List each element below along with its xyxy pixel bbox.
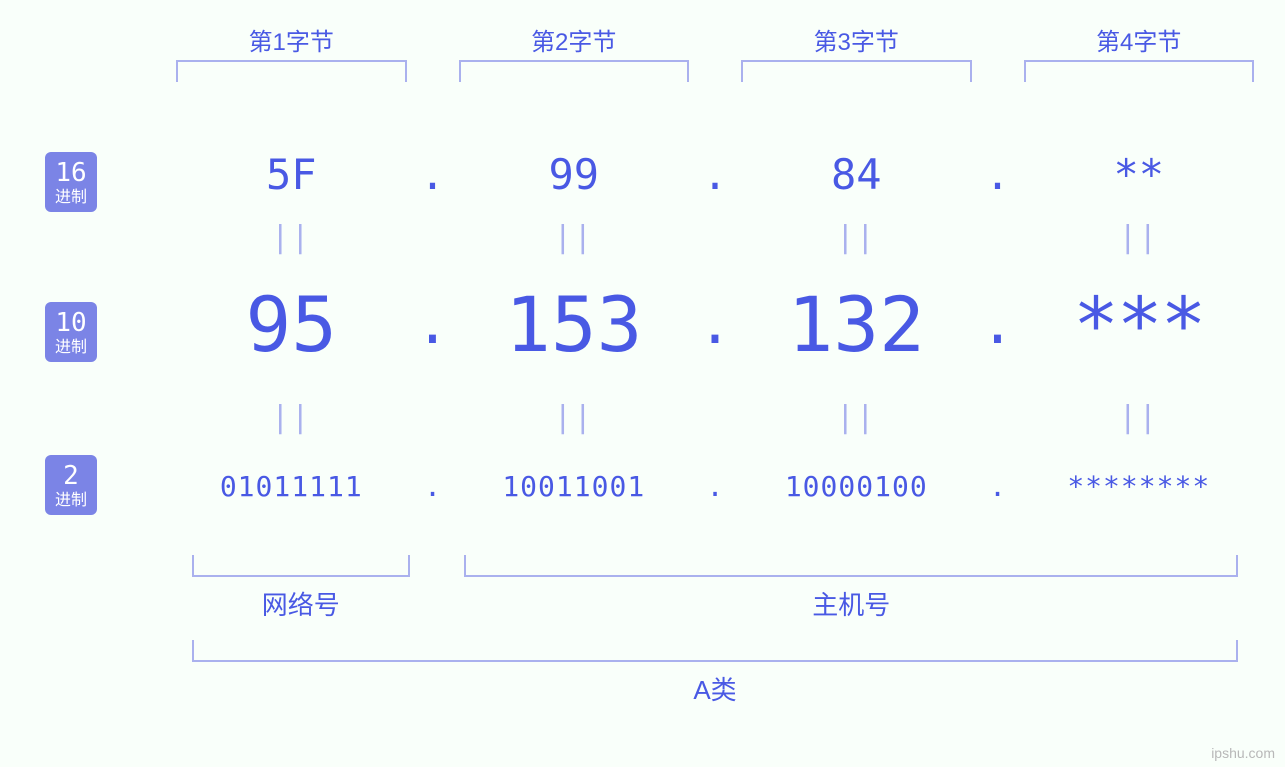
byte-label-1: 第1字节 [170, 22, 413, 57]
badge-bin-number: 2 [63, 462, 79, 491]
byte-label-4: 第4字节 [1018, 22, 1261, 57]
watermark: ipshu.com [1211, 745, 1275, 761]
dot-separator: . [695, 292, 735, 357]
dot-separator: . [413, 150, 453, 199]
dec-octet-3: 132 [735, 280, 978, 369]
badge-hex-number: 16 [55, 159, 86, 188]
equals-icon: || [1018, 400, 1261, 435]
hex-octet-2: 99 [453, 150, 696, 199]
dot-separator: . [978, 470, 1018, 503]
octet-grid: 第1字节 第2字节 第3字节 第4字节 5F . 99 . 84 . ** ||… [170, 0, 1260, 620]
row-byte-labels: 第1字节 第2字节 第3字节 第4字节 [170, 22, 1260, 57]
dot-separator: . [978, 292, 1018, 357]
badge-dec-number: 10 [55, 309, 86, 338]
equals-icon: || [170, 220, 413, 255]
equals-icon: || [1018, 220, 1261, 255]
equals-icon: || [735, 400, 978, 435]
dot-separator: . [695, 150, 735, 199]
base-badge-hex: 16 进制 [45, 152, 97, 212]
row-eq-1: || || || || [170, 220, 1260, 255]
equals-icon: || [453, 400, 696, 435]
dec-octet-2: 153 [453, 280, 696, 369]
row-eq-2: || || || || [170, 400, 1260, 435]
class-bracket-icon [192, 640, 1238, 662]
bin-octet-1: 01011111 [170, 470, 413, 503]
row-top-brackets [170, 60, 1260, 82]
network-label: 网络号 [192, 585, 410, 622]
base-badge-dec: 10 进制 [45, 302, 97, 362]
host-label: 主机号 [464, 585, 1238, 622]
byte-label-3: 第3字节 [735, 22, 978, 57]
dot-separator: . [413, 292, 453, 357]
equals-icon: || [453, 220, 696, 255]
top-bracket-icon [741, 60, 972, 82]
dot-separator: . [978, 150, 1018, 199]
dot-separator: . [695, 470, 735, 503]
equals-icon: || [170, 400, 413, 435]
top-bracket-icon [1024, 60, 1255, 82]
row-hex: 5F . 99 . 84 . ** [170, 150, 1260, 199]
hex-octet-3: 84 [735, 150, 978, 199]
badge-dec-label: 进制 [55, 338, 87, 356]
dec-octet-4: *** [1018, 280, 1261, 369]
hex-octet-1: 5F [170, 150, 413, 199]
bin-octet-2: 10011001 [453, 470, 696, 503]
class-label: A类 [192, 670, 1238, 707]
dot-separator: . [413, 470, 453, 503]
base-badge-bin: 2 进制 [45, 455, 97, 515]
host-bracket-icon [464, 555, 1238, 577]
bin-octet-3: 10000100 [735, 470, 978, 503]
row-dec: 95 . 153 . 132 . *** [170, 280, 1260, 369]
dec-octet-1: 95 [170, 280, 413, 369]
bin-octet-4: ******** [1018, 470, 1261, 503]
network-bracket-icon [192, 555, 410, 577]
hex-octet-4: ** [1018, 150, 1261, 199]
top-bracket-icon [459, 60, 690, 82]
row-bin: 01011111 . 10011001 . 10000100 . *******… [170, 470, 1260, 503]
badge-bin-label: 进制 [55, 491, 87, 509]
byte-label-2: 第2字节 [453, 22, 696, 57]
badge-hex-label: 进制 [55, 188, 87, 206]
top-bracket-icon [176, 60, 407, 82]
equals-icon: || [735, 220, 978, 255]
